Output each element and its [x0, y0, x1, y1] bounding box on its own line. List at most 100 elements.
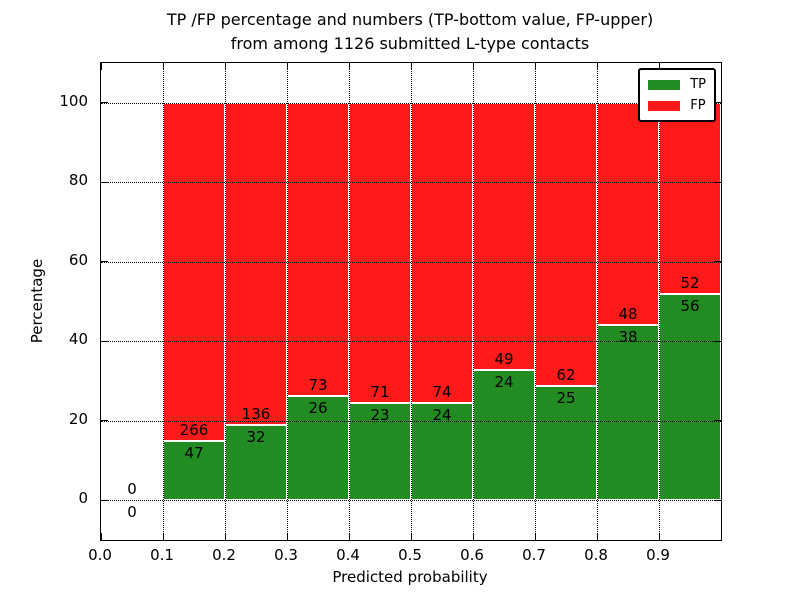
bar-segment-fp [535, 102, 597, 387]
tp-count-label: 32 [246, 427, 266, 446]
x-tick-top [286, 63, 288, 70]
x-tick-bottom [534, 533, 536, 540]
y-gridline [101, 500, 721, 502]
x-tick-top [596, 63, 598, 70]
y-tick-left [101, 420, 108, 422]
fp-count-label: 48 [618, 304, 638, 323]
bar-segment-fp [163, 102, 225, 441]
fp-count-label: 74 [432, 382, 452, 401]
x-tick-top [224, 63, 226, 70]
tp-count-label: 38 [618, 327, 638, 346]
x-gridline [163, 63, 164, 540]
x-tick-bottom [658, 533, 660, 540]
x-tick-bottom [348, 533, 350, 540]
y-tick-right [714, 102, 721, 104]
bar-segment-tp [225, 424, 287, 501]
y-axis-label: Percentage [28, 258, 46, 344]
legend-label-fp: FP [690, 98, 706, 113]
x-gridline [473, 63, 474, 540]
fp-count-label: 52 [680, 274, 700, 293]
chart-title-line2: from among 1126 submitted L-type contact… [230, 34, 590, 53]
y-gridline [101, 341, 721, 343]
x-tick-label: 0.4 [336, 546, 360, 564]
bar-segment-fp [287, 102, 349, 396]
x-tick-top [658, 63, 660, 70]
x-tick-label: 0.2 [212, 546, 236, 564]
tp-count-label: 25 [556, 389, 576, 408]
fp-count-label: 71 [370, 382, 390, 401]
tp-count-label: 56 [680, 297, 700, 316]
x-gridline [349, 63, 350, 540]
x-tick-top [534, 63, 536, 70]
x-gridline [287, 63, 288, 540]
y-tick-left [101, 102, 108, 104]
fp-count-label: 62 [556, 366, 576, 385]
plot-area: TP FP 0 0 266 47 136 32 73 26 71 23 74 24 49 24 62 25 48… [100, 62, 722, 541]
tp-count-label: 0 [127, 503, 137, 522]
fp-count-label: 136 [241, 404, 271, 423]
x-tick-bottom [286, 533, 288, 540]
x-tick-bottom [224, 533, 226, 540]
x-tick-label: 0.7 [522, 546, 546, 564]
bar-segment-tp [597, 324, 659, 501]
fp-count-label: 49 [494, 349, 514, 368]
bar-segment-fp [473, 102, 535, 370]
y-tick-right [714, 499, 721, 501]
bar-segment-fp [225, 102, 287, 425]
x-tick-label: 0.8 [584, 546, 608, 564]
x-tick-bottom [162, 533, 164, 540]
x-axis-label: Predicted probability [332, 568, 488, 586]
y-gridline [101, 182, 721, 184]
y-tick-left [101, 181, 108, 183]
y-tick-right [714, 181, 721, 183]
x-tick-label: 0.0 [88, 546, 112, 564]
x-tick-top [348, 63, 350, 70]
tp-count-label: 47 [184, 443, 204, 462]
legend-entry-tp: TP [648, 74, 706, 95]
tp-color-swatch [648, 79, 681, 90]
bar-segment-fp [659, 102, 721, 295]
x-tick-top [410, 63, 412, 70]
x-tick-label: 0.9 [646, 546, 670, 564]
tp-count-label: 24 [494, 372, 514, 391]
y-tick-label: 80 [68, 171, 88, 190]
bar-segment-fp [411, 102, 473, 403]
x-gridline [659, 63, 660, 540]
y-gridline [101, 102, 721, 104]
x-tick-bottom [100, 533, 102, 540]
tp-count-label: 26 [308, 398, 328, 417]
y-tick-left [101, 261, 108, 263]
x-gridline [535, 63, 536, 540]
tp-count-label: 24 [432, 405, 452, 424]
x-gridline [411, 63, 412, 540]
bar-segment-tp [349, 402, 411, 501]
fp-color-swatch [648, 100, 681, 111]
y-tick-label: 20 [68, 409, 88, 428]
y-tick-right [714, 340, 721, 342]
y-tick-label: 40 [68, 330, 88, 349]
fp-count-label: 0 [127, 480, 137, 499]
x-tick-bottom [472, 533, 474, 540]
bar-segment-fp [597, 102, 659, 325]
x-tick-top [100, 63, 102, 70]
tp-count-label: 23 [370, 405, 390, 424]
x-tick-label: 0.5 [398, 546, 422, 564]
y-tick-right [714, 420, 721, 422]
x-tick-bottom [596, 533, 598, 540]
fp-count-label: 73 [308, 375, 328, 394]
y-tick-label: 60 [68, 250, 88, 269]
y-tick-label: 0 [78, 489, 88, 508]
y-tick-right [714, 261, 721, 263]
x-tick-label: 0.1 [150, 546, 174, 564]
legend-entry-fp: FP [648, 95, 706, 116]
x-gridline [597, 63, 598, 540]
y-gridline [101, 420, 721, 422]
y-tick-left [101, 499, 108, 501]
legend-label-tp: TP [690, 77, 706, 92]
x-tick-top [472, 63, 474, 70]
bar-segment-tp [659, 294, 721, 501]
y-tick-left [101, 340, 108, 342]
x-tick-label: 0.3 [274, 546, 298, 564]
fp-count-label: 266 [179, 420, 209, 439]
